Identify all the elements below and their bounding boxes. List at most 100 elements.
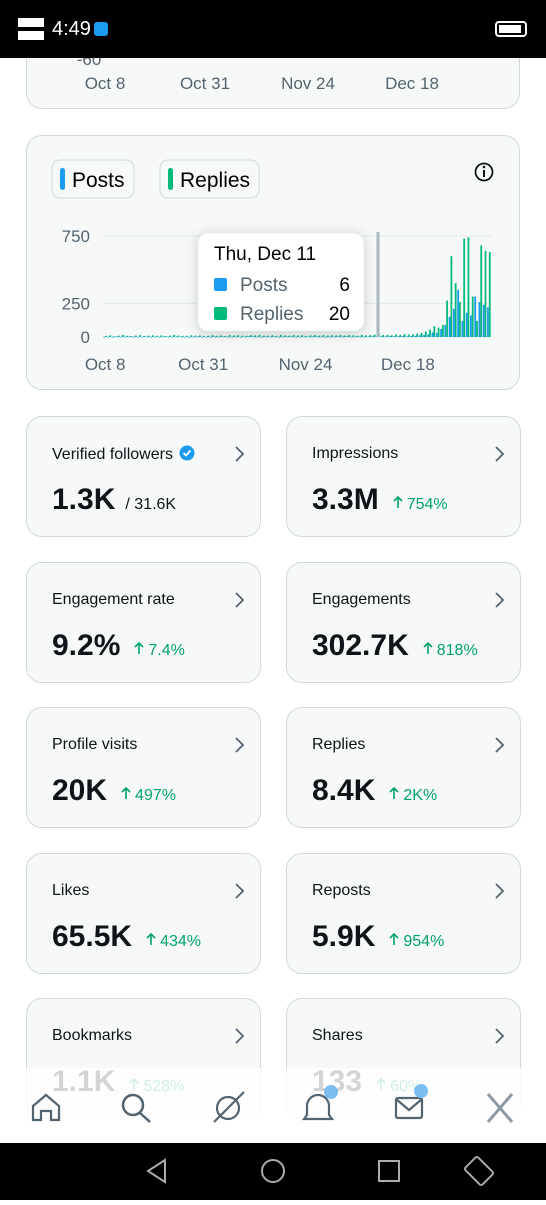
x-icon[interactable] bbox=[486, 1093, 514, 1123]
bar bbox=[147, 335, 150, 337]
nav-icons bbox=[31, 1084, 514, 1123]
bar bbox=[258, 334, 261, 337]
notifications-icon[interactable] bbox=[301, 1085, 338, 1121]
bar bbox=[271, 335, 274, 337]
status-time: 4:49 bbox=[52, 18, 91, 40]
bar bbox=[248, 336, 251, 337]
chevron bbox=[235, 591, 245, 608]
bar bbox=[111, 336, 114, 338]
metric-change-text: 818% bbox=[436, 641, 478, 659]
bar bbox=[312, 336, 315, 338]
metric-card[interactable]: Replies 8.4K 2K% bbox=[286, 707, 521, 828]
bar bbox=[325, 336, 327, 338]
bar bbox=[254, 335, 257, 337]
bar bbox=[350, 336, 353, 338]
bar bbox=[226, 336, 229, 338]
bar bbox=[262, 335, 265, 337]
chevron bbox=[235, 737, 245, 753]
metric-value: 9.2% 7.4% bbox=[52, 629, 185, 663]
metric-card[interactable]: Engagements 302.7K 818% bbox=[286, 561, 521, 683]
bar bbox=[201, 336, 204, 338]
bar bbox=[435, 332, 438, 337]
bar bbox=[427, 334, 430, 337]
tooltip-value: 6 bbox=[339, 275, 350, 296]
bar bbox=[141, 336, 144, 338]
legend-posts[interactable]: Posts bbox=[51, 159, 135, 199]
tooltip-box bbox=[197, 232, 365, 332]
bar bbox=[194, 335, 197, 337]
bar bbox=[424, 331, 427, 337]
recents-button[interactable] bbox=[378, 1160, 400, 1182]
metric-change: 497% bbox=[121, 786, 176, 804]
legend-button[interactable] bbox=[51, 159, 135, 199]
legend-button[interactable] bbox=[159, 159, 260, 199]
bar bbox=[346, 336, 349, 337]
metric-number: 20K bbox=[52, 774, 108, 807]
bar bbox=[175, 336, 178, 338]
bar bbox=[384, 336, 387, 338]
grok-icon[interactable] bbox=[213, 1091, 245, 1123]
back-button[interactable] bbox=[146, 1158, 166, 1184]
bar bbox=[480, 245, 483, 337]
metric-label-text: Reposts bbox=[312, 881, 371, 899]
metric-card[interactable]: Verified followers 1.3K / 31.6K bbox=[26, 416, 261, 537]
metric-card[interactable]: Engagement rate 9.2% 7.4% bbox=[26, 561, 261, 683]
y-tick-label: 250 bbox=[62, 294, 90, 313]
bar bbox=[269, 336, 272, 338]
search-icon[interactable] bbox=[121, 1093, 151, 1123]
bar bbox=[459, 301, 461, 337]
bar bbox=[218, 336, 221, 338]
bar bbox=[222, 336, 225, 338]
bar bbox=[461, 320, 464, 337]
metric-card[interactable]: Likes 65.5K 434% bbox=[26, 852, 261, 974]
bar bbox=[457, 289, 460, 337]
bar bbox=[286, 336, 289, 338]
metric-value: 302.7K 818% bbox=[312, 629, 478, 663]
bar bbox=[180, 336, 182, 338]
bar bbox=[360, 334, 363, 337]
bar bbox=[167, 336, 170, 338]
verified-badge bbox=[179, 445, 195, 461]
home-button[interactable] bbox=[261, 1159, 285, 1183]
info-icon[interactable] bbox=[474, 162, 494, 182]
chevron bbox=[235, 446, 245, 462]
bar bbox=[224, 335, 227, 337]
bar bbox=[152, 335, 154, 337]
bar bbox=[410, 336, 413, 337]
up-arrow bbox=[134, 641, 144, 654]
x-tick-label: Oct 8 bbox=[85, 74, 126, 93]
bar bbox=[177, 335, 180, 337]
chevron bbox=[495, 737, 505, 753]
bar bbox=[220, 335, 223, 337]
bar bbox=[154, 336, 157, 338]
bar bbox=[197, 336, 199, 338]
bar bbox=[335, 335, 338, 337]
messages-icon[interactable] bbox=[394, 1084, 428, 1120]
bar bbox=[476, 320, 478, 337]
bar bbox=[128, 336, 131, 338]
bar bbox=[450, 256, 453, 337]
bar bbox=[380, 336, 383, 338]
metric-card[interactable]: Impressions 3.3M 754% bbox=[286, 416, 521, 537]
metric-value: 65.5K 434% bbox=[52, 920, 201, 954]
bar bbox=[173, 334, 176, 337]
bar bbox=[109, 335, 112, 337]
metric-number: 65.5K bbox=[52, 919, 133, 953]
chevron bbox=[235, 882, 245, 899]
metric-card[interactable]: Profile visits 20K 497% bbox=[26, 707, 261, 828]
bar bbox=[292, 335, 295, 337]
bar bbox=[103, 336, 106, 338]
metric-card[interactable]: Reposts 5.9K 954% bbox=[286, 852, 521, 974]
metric-change: 434% bbox=[146, 932, 201, 950]
legend-replies[interactable]: Replies bbox=[159, 159, 260, 199]
bar bbox=[164, 336, 167, 337]
bar bbox=[120, 336, 123, 338]
rotate-button[interactable] bbox=[463, 1155, 495, 1187]
bar bbox=[188, 336, 191, 338]
bar bbox=[186, 335, 188, 337]
bar bbox=[418, 335, 421, 337]
home-icon[interactable] bbox=[31, 1093, 61, 1122]
bar bbox=[331, 335, 333, 337]
metric-label: Shares bbox=[312, 1027, 363, 1045]
